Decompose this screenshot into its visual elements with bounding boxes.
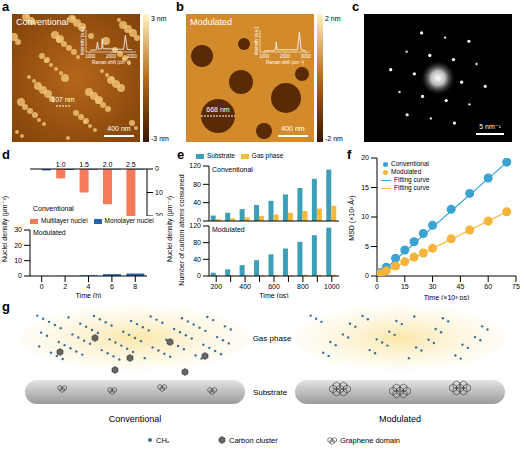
svg-text:0: 0 bbox=[197, 217, 201, 222]
svg-text:MSD (×10³ Å²): MSD (×10³ Å²) bbox=[347, 195, 356, 240]
svg-text:60: 60 bbox=[484, 283, 492, 290]
html-text:Conventional: Conventional bbox=[391, 160, 429, 167]
svg-text:120: 120 bbox=[189, 222, 201, 229]
svg-text:Modulated: Modulated bbox=[379, 414, 421, 424]
svg-text:80: 80 bbox=[193, 181, 201, 188]
svg-text:5 nm⁻¹: 5 nm⁻¹ bbox=[479, 123, 501, 130]
svg-text:200: 200 bbox=[210, 283, 222, 290]
svg-text:Nuclei density (μm⁻²): Nuclei density (μm⁻²) bbox=[166, 196, 174, 262]
svg-text:15: 15 bbox=[401, 283, 409, 290]
svg-text:668 nm: 668 nm bbox=[206, 106, 230, 113]
html-text:a: a bbox=[2, 0, 10, 14]
svg-text:8: 8 bbox=[133, 283, 137, 290]
svg-text:30: 30 bbox=[429, 283, 437, 290]
html-text:Conventional: Conventional bbox=[212, 166, 253, 173]
svg-text:1000: 1000 bbox=[324, 283, 340, 290]
svg-text:2: 2 bbox=[63, 283, 67, 290]
svg-text:0: 0 bbox=[375, 283, 379, 290]
svg-text:Number of carbon atoms consume: Number of carbon atoms consumed bbox=[178, 174, 185, 285]
svg-text:0: 0 bbox=[18, 272, 22, 279]
svg-text:0: 0 bbox=[155, 165, 159, 172]
html-text:Conventional: Conventional bbox=[33, 205, 74, 212]
svg-text:Time (h): Time (h) bbox=[76, 292, 102, 298]
svg-text:Conventional: Conventional bbox=[16, 17, 69, 27]
svg-text:10: 10 bbox=[361, 213, 369, 220]
svg-text:0: 0 bbox=[197, 272, 201, 279]
svg-text:10: 10 bbox=[155, 189, 163, 196]
svg-text:4: 4 bbox=[87, 283, 91, 290]
svg-text:0: 0 bbox=[365, 272, 369, 279]
svg-text:20: 20 bbox=[361, 154, 369, 161]
svg-text:600: 600 bbox=[268, 283, 280, 290]
svg-text:10: 10 bbox=[14, 257, 22, 264]
svg-text:Time (ps): Time (ps) bbox=[259, 292, 288, 298]
svg-text:5: 5 bbox=[365, 243, 369, 250]
html-text:Modulated: Modulated bbox=[33, 229, 66, 236]
svg-text:Graphene domain: Graphene domain bbox=[340, 436, 400, 445]
svg-text:Carbon cluster: Carbon cluster bbox=[229, 436, 278, 445]
svg-text:800: 800 bbox=[297, 283, 309, 290]
svg-text:2.0: 2.0 bbox=[103, 161, 113, 168]
html-text:b: b bbox=[176, 0, 184, 14]
svg-text:2000: 2000 bbox=[280, 54, 291, 59]
svg-text:Substrate: Substrate bbox=[253, 388, 288, 397]
svg-text:120: 120 bbox=[189, 162, 201, 169]
svg-text:1000: 1000 bbox=[259, 54, 270, 59]
svg-text:400 nm: 400 nm bbox=[107, 125, 131, 132]
html-text:Monolayer nuclei: Monolayer nuclei bbox=[104, 217, 154, 224]
html-text:Substrate: Substrate bbox=[207, 152, 235, 159]
html-text:Modulated: Modulated bbox=[391, 168, 422, 175]
svg-text:Intensity (a.u.): Intensity (a.u.) bbox=[80, 26, 85, 55]
html-text:d: d bbox=[2, 147, 10, 162]
svg-text:-2 nm: -2 nm bbox=[325, 135, 343, 142]
svg-text:Time (×10³ ps): Time (×10³ ps) bbox=[424, 294, 469, 300]
svg-text:15: 15 bbox=[361, 184, 369, 191]
html-text:e: e bbox=[177, 147, 185, 162]
svg-text:Conventional: Conventional bbox=[109, 414, 162, 424]
html-text:c: c bbox=[352, 0, 360, 14]
svg-text:1000: 1000 bbox=[85, 54, 96, 59]
svg-text:80: 80 bbox=[193, 239, 201, 246]
svg-text:3 nm: 3 nm bbox=[151, 15, 167, 22]
svg-text:1.0: 1.0 bbox=[56, 161, 66, 168]
svg-text:Raman shift (cm⁻¹): Raman shift (cm⁻¹) bbox=[266, 60, 305, 65]
svg-text:400: 400 bbox=[239, 283, 251, 290]
svg-text:3000: 3000 bbox=[127, 54, 138, 59]
svg-text:20: 20 bbox=[14, 242, 22, 249]
svg-text:6: 6 bbox=[110, 283, 114, 290]
svg-text:40: 40 bbox=[193, 199, 201, 206]
svg-text:400 nm: 400 nm bbox=[281, 125, 305, 132]
svg-text:Gas phase: Gas phase bbox=[253, 334, 292, 343]
svg-text:0: 0 bbox=[40, 283, 44, 290]
svg-text:2000: 2000 bbox=[106, 54, 117, 59]
html-text:Modulated: Modulated bbox=[212, 226, 245, 233]
svg-text:107 nm: 107 nm bbox=[51, 96, 75, 103]
svg-text:Nuclei density (μm⁻²): Nuclei density (μm⁻²) bbox=[8, 196, 9, 262]
svg-text:1.5: 1.5 bbox=[79, 161, 89, 168]
svg-text:30: 30 bbox=[14, 226, 22, 233]
html-text:Fitting curve: Fitting curve bbox=[394, 184, 430, 191]
svg-text:CHₓ: CHₓ bbox=[156, 436, 170, 445]
svg-text:Modulated: Modulated bbox=[190, 17, 232, 27]
svg-text:Intensity (a.u.): Intensity (a.u.) bbox=[254, 26, 259, 55]
html-text:Gas phase: Gas phase bbox=[251, 152, 284, 159]
svg-text:40: 40 bbox=[193, 256, 201, 263]
svg-text:75: 75 bbox=[512, 283, 516, 290]
svg-text:3000: 3000 bbox=[301, 54, 312, 59]
html-text:f: f bbox=[347, 147, 352, 162]
html-text:Multilayer nuclei: Multilayer nuclei bbox=[41, 217, 88, 224]
html-text:Fitting curve: Fitting curve bbox=[394, 176, 430, 183]
svg-text:2.5: 2.5 bbox=[126, 161, 136, 168]
html-text:g: g bbox=[2, 299, 10, 314]
svg-text:Raman shift (cm⁻¹): Raman shift (cm⁻¹) bbox=[92, 60, 131, 65]
svg-text:45: 45 bbox=[457, 283, 465, 290]
svg-text:20: 20 bbox=[155, 212, 163, 216]
svg-text:2 nm: 2 nm bbox=[325, 15, 341, 22]
svg-text:-3 nm: -3 nm bbox=[151, 135, 169, 142]
